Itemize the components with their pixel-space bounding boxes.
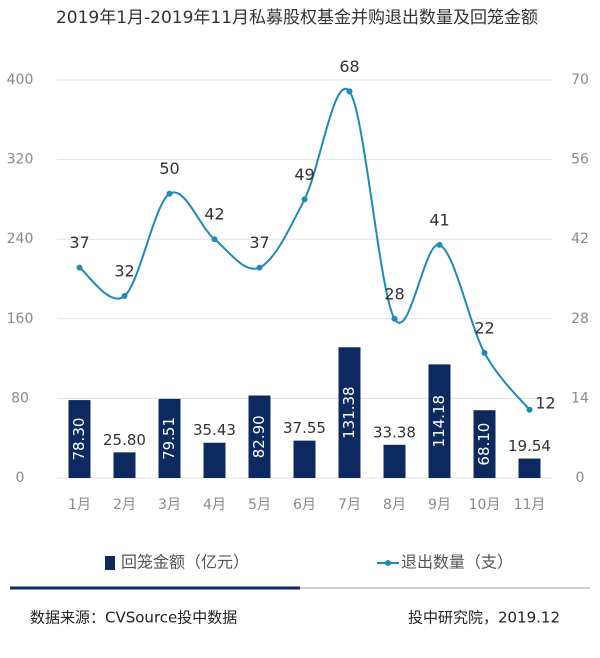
footer-source: 数据来源：CVSource投中数据 [30,609,237,627]
line-value-label: 37 [249,233,269,252]
bar-value-label: 25.80 [103,431,146,449]
y2-tick-label: 56 [571,152,589,168]
y-tick-label: 240 [7,231,34,247]
bar-value-label: 82.90 [250,415,268,458]
line-marker [346,88,353,95]
y-tick-label: 160 [7,311,34,327]
line-marker [301,196,308,203]
bar-value-label: 37.55 [283,419,326,437]
x-tick-label: 7月 [338,497,361,513]
line-value-label: 42 [204,205,224,224]
chart-title: 2019年1月-2019年11月私募股权基金并购退出数量及回笼金额 [56,8,538,28]
bar [518,458,541,478]
x-tick-label: 5月 [248,497,271,513]
line-marker [166,190,173,197]
line-marker [76,264,83,271]
y-tick-label: 0 [16,470,25,486]
bar [473,410,496,478]
line-value-label: 12 [535,393,555,412]
line-value-label: 50 [159,159,179,178]
line-value-label: 37 [69,233,89,252]
footer-org: 投中研究院，2019.12 [408,609,560,627]
legend-swatch-dot [385,560,391,566]
bar [158,398,181,478]
bar-value-label: 78.30 [70,418,88,461]
bar [293,440,316,478]
x-tick-label: 4月 [203,497,226,513]
legend-label: 回笼金额（亿元） [121,553,249,572]
line-value-label: 68 [339,57,359,76]
bar [383,444,406,478]
y-tick-label: 80 [11,390,29,406]
bar-value-label: 68.10 [475,423,493,466]
y-tick-label: 400 [7,72,34,88]
x-tick-label: 1月 [68,497,91,513]
bar [113,452,136,478]
x-tick-label: 10月 [469,497,501,513]
bar-value-label: 131.38 [340,386,358,439]
y2-tick-label: 14 [571,390,589,406]
legend-label: 退出数量（支） [401,553,513,572]
line-marker [526,406,533,413]
x-tick-label: 8月 [383,497,406,513]
bar-value-label: 79.51 [160,417,178,460]
x-tick-label: 6月 [293,497,316,513]
line-marker [211,236,218,243]
x-tick-label: 9月 [428,497,451,513]
line-value-label: 32 [114,262,134,281]
line-marker [121,293,128,300]
bar [203,442,226,478]
bar-value-label: 19.54 [508,437,551,455]
y2-tick-label: 42 [571,231,589,247]
bar [68,400,91,478]
line-value-label: 22 [474,318,494,337]
x-tick-label: 2月 [113,497,136,513]
line-marker [481,349,488,356]
line-value-label: 41 [429,210,449,229]
bar [338,347,361,478]
bar-value-label: 35.43 [193,421,236,439]
x-tick-label: 3月 [158,497,181,513]
line-marker [256,264,263,271]
bar [248,395,271,478]
x-tick-label: 11月 [514,497,546,513]
line-value-label: 49 [294,165,314,184]
y2-tick-label: 70 [571,72,589,88]
bar-value-label: 114.18 [430,395,448,448]
bar [428,364,451,478]
line-marker [391,315,398,322]
y-tick-label: 320 [7,152,34,168]
legend-swatch [105,556,115,570]
y2-tick-label: 0 [576,470,585,486]
line-value-label: 28 [384,284,404,303]
y2-tick-label: 28 [571,311,589,327]
line-marker [436,241,443,248]
bar-value-label: 33.38 [373,423,416,441]
line [78,87,531,411]
